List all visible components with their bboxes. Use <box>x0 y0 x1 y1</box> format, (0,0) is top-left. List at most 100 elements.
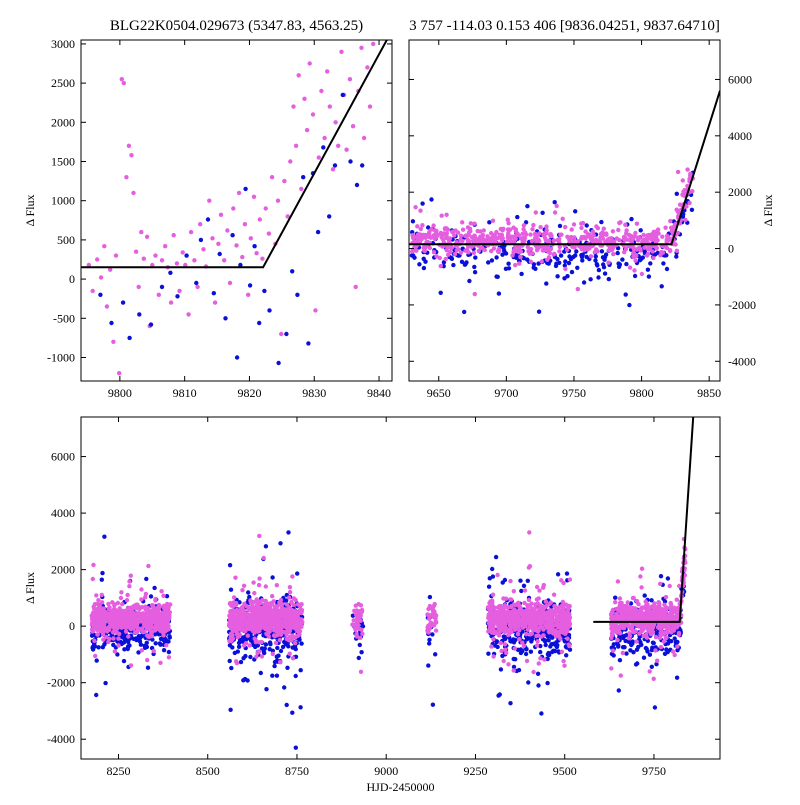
data-point-blue <box>417 262 422 267</box>
data-point-pink <box>642 245 647 250</box>
data-point-pink <box>353 627 358 633</box>
data-point-pink <box>650 249 655 254</box>
y-tick-label: 0 <box>69 619 75 633</box>
x-tick-label: 9820 <box>237 386 261 400</box>
data-point-pink <box>418 226 423 232</box>
data-point-pink <box>583 229 588 234</box>
data-point-pink <box>234 629 239 635</box>
y-tick-label: 500 <box>57 233 75 247</box>
data-point-blue <box>489 258 495 263</box>
data-point-blue <box>494 274 499 279</box>
data-point-pink <box>639 629 644 634</box>
data-point-blue <box>168 270 173 275</box>
data-point-blue <box>506 266 512 271</box>
data-point-blue <box>430 702 436 707</box>
data-point-pink <box>439 235 444 240</box>
data-point-pink <box>536 633 541 638</box>
data-point-pink <box>135 611 141 617</box>
y-tick-label: 2000 <box>51 563 75 577</box>
data-point-blue <box>558 253 564 258</box>
data-point-pink <box>432 614 437 619</box>
data-point-blue <box>111 642 116 648</box>
data-point-blue <box>230 233 235 238</box>
data-point-pink <box>655 238 660 243</box>
data-point-pink <box>508 613 513 619</box>
data-point-pink <box>241 583 247 588</box>
data-point-pink <box>97 613 103 618</box>
data-point-pink <box>617 606 623 612</box>
data-point-pink <box>250 612 255 617</box>
data-point-pink <box>137 627 143 632</box>
data-point-pink <box>680 178 685 183</box>
data-point-pink <box>662 610 668 615</box>
data-point-pink <box>508 578 513 584</box>
data-point-pink <box>287 585 293 590</box>
data-point-blue <box>467 278 472 284</box>
data-point-pink <box>683 217 688 223</box>
data-point-pink <box>297 632 302 637</box>
data-point-pink <box>667 583 672 589</box>
data-point-pink <box>503 647 508 652</box>
data-point-pink <box>183 262 188 268</box>
data-point-pink <box>239 606 244 612</box>
data-point-pink <box>458 237 463 242</box>
data-point-pink <box>255 650 260 656</box>
x-tick-label: 9850 <box>697 386 721 400</box>
data-point-pink <box>168 602 173 607</box>
data-point-pink <box>618 220 623 225</box>
data-point-blue <box>321 145 326 150</box>
data-point-pink <box>116 609 121 614</box>
data-point-blue <box>148 594 154 599</box>
data-point-pink <box>674 207 679 212</box>
data-point-pink <box>527 564 533 569</box>
data-point-pink <box>153 598 158 603</box>
data-point-blue <box>623 638 628 644</box>
data-point-pink <box>533 210 538 215</box>
data-point-blue <box>632 273 638 279</box>
data-point-pink <box>143 595 148 600</box>
data-point-pink <box>517 261 522 266</box>
data-point-pink <box>627 265 633 270</box>
data-point-blue <box>502 636 508 642</box>
data-point-pink <box>456 247 461 252</box>
data-point-blue <box>535 671 541 676</box>
data-point-blue <box>543 642 548 648</box>
data-point-pink <box>609 609 615 615</box>
data-point-pink <box>648 232 654 238</box>
data-point-blue <box>540 210 545 215</box>
data-point-pink <box>123 621 129 626</box>
data-point-blue <box>494 255 499 260</box>
data-point-pink <box>431 603 437 609</box>
data-point-pink <box>547 601 552 606</box>
data-point-pink <box>86 262 92 268</box>
data-point-blue <box>423 259 428 264</box>
data-point-pink <box>283 625 289 630</box>
data-point-pink <box>186 312 191 317</box>
data-point-pink <box>207 198 212 203</box>
data-point-pink <box>611 251 616 257</box>
data-point-pink <box>90 576 96 582</box>
data-point-pink <box>307 61 312 66</box>
data-point-pink <box>284 602 290 607</box>
data-point-pink <box>438 263 443 269</box>
data-point-pink <box>534 248 540 253</box>
data-point-pink <box>543 237 548 243</box>
data-point-blue <box>659 284 664 289</box>
data-point-blue <box>360 624 366 629</box>
data-point-pink <box>634 608 639 613</box>
data-point-blue <box>546 638 551 643</box>
data-point-blue <box>276 653 281 658</box>
data-point-pink <box>472 291 477 297</box>
data-point-pink <box>560 599 566 605</box>
data-point-pink <box>127 584 132 589</box>
data-point-pink <box>526 597 532 603</box>
data-point-pink <box>590 229 595 234</box>
data-point-pink <box>609 616 614 621</box>
data-point-pink <box>531 222 536 228</box>
data-point-pink <box>263 584 268 589</box>
data-point-pink <box>502 642 508 647</box>
data-point-pink <box>230 621 235 626</box>
y-tick-label: -2000 <box>728 298 756 312</box>
data-point-pink <box>541 582 546 588</box>
data-point-pink <box>559 649 565 654</box>
